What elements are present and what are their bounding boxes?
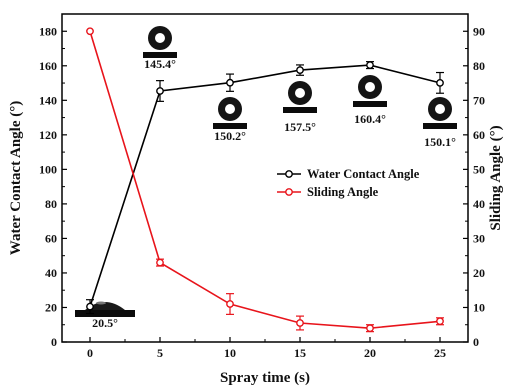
data-point-sliding-angle <box>366 324 374 333</box>
left-y-tick-label: 20 <box>45 300 57 314</box>
droplet-angle-label: 160.4° <box>354 112 386 126</box>
droplet-highlight <box>435 104 445 114</box>
legend-marker-sliding-angle <box>285 188 293 196</box>
data-point-sliding-angle <box>436 317 444 326</box>
left-y-tick-label: 140 <box>39 93 57 107</box>
substrate <box>75 310 135 317</box>
droplet-annotation: 145.4° <box>143 26 177 71</box>
left-y-axis-title: Water Contact Angle (°) <box>8 101 24 255</box>
substrate <box>423 123 457 129</box>
droplet-highlight <box>155 33 165 43</box>
droplet-angle-label: 150.1° <box>424 135 456 149</box>
series-water-contact-angle <box>86 61 444 315</box>
droplet-angle-label: 157.5° <box>284 120 316 134</box>
right-y-tick-label: 20 <box>473 266 485 280</box>
x-tick-label: 0 <box>87 346 93 360</box>
droplet-annotations: 20.5° 145.4° 150.2° 157.5° 160.4° 150.1° <box>75 26 457 330</box>
left-y-tick-label: 120 <box>39 128 57 142</box>
right-y-tick-label: 40 <box>473 197 485 211</box>
data-point-sliding-angle <box>86 27 94 36</box>
substrate <box>143 52 177 58</box>
droplet-highlight <box>225 104 235 114</box>
droplet-annotation: 157.5° <box>283 81 317 134</box>
right-y-tick-label: 0 <box>473 335 479 349</box>
legend-marker-water-contact-angle <box>285 170 293 178</box>
series-line-sliding-angle <box>89 31 441 329</box>
data-point-water-contact-angle <box>226 78 234 87</box>
x-tick-label: 10 <box>224 346 236 360</box>
legend-label-water-contact-angle: Water Contact Angle <box>307 167 420 181</box>
x-tick-label: 25 <box>434 346 446 360</box>
right-y-tick-label: 70 <box>473 93 485 107</box>
series-layer <box>86 27 444 333</box>
legend-label-sliding-angle: Sliding Angle <box>307 185 379 199</box>
x-tick-label: 20 <box>364 346 376 360</box>
data-point-sliding-angle <box>296 319 304 327</box>
left-y-tick-label: 180 <box>39 24 57 38</box>
x-tick-label: 5 <box>157 346 163 360</box>
substrate <box>353 101 387 107</box>
right-y-tick-label: 90 <box>473 24 485 38</box>
droplet-highlight <box>96 301 106 305</box>
left-y-tick-label: 160 <box>39 59 57 73</box>
series-line-water-contact-angle <box>89 64 441 307</box>
substrate <box>213 123 247 129</box>
droplet-annotation: 160.4° <box>353 75 387 126</box>
droplet-angle-label: 20.5° <box>92 316 118 330</box>
data-point-water-contact-angle <box>436 78 444 87</box>
data-point-sliding-angle <box>226 300 234 308</box>
series-sliding-angle <box>86 27 444 333</box>
left-y-tick-label: 0 <box>51 335 57 349</box>
right-y-axis-title: Sliding Angle (°) <box>488 125 504 230</box>
droplet-angle-label: 145.4° <box>144 57 176 71</box>
right-y-tick-label: 50 <box>473 162 485 176</box>
x-axis-title: Spray time (s) <box>220 370 310 386</box>
x-tick-label: 15 <box>294 346 306 360</box>
right-y-tick-label: 30 <box>473 231 485 245</box>
right-y-tick-label: 60 <box>473 128 485 142</box>
data-point-water-contact-angle <box>86 302 94 311</box>
right-y-tick-label: 10 <box>473 300 485 314</box>
droplet-annotation: 20.5° <box>75 301 135 330</box>
droplet-highlight <box>295 88 305 98</box>
data-point-water-contact-angle <box>156 87 164 95</box>
droplet-highlight <box>365 82 375 92</box>
water-droplet-icon <box>85 302 125 310</box>
legend-item-sliding-angle: Sliding Angle <box>277 185 379 199</box>
left-y-tick-label: 60 <box>45 231 57 245</box>
left-y-tick-label: 40 <box>45 266 57 280</box>
legend: Water Contact Angle Sliding Angle <box>277 167 420 199</box>
data-point-sliding-angle <box>156 258 164 267</box>
right-y-tick-label: 80 <box>473 59 485 73</box>
left-y-tick-label: 100 <box>39 162 57 176</box>
droplet-angle-label: 150.2° <box>214 129 246 143</box>
droplet-annotation: 150.1° <box>423 97 457 149</box>
left-y-tick-label: 80 <box>45 197 57 211</box>
axis-ticks: 0 5 10 15 20 25 0 20 40 60 80 100 120 140 160 180 0 10 20 3… <box>39 24 485 360</box>
data-point-water-contact-angle <box>296 66 304 75</box>
data-point-water-contact-angle <box>366 61 374 69</box>
substrate <box>283 107 317 113</box>
droplet-annotation: 150.2° <box>213 97 247 143</box>
legend-item-water-contact-angle: Water Contact Angle <box>277 167 420 181</box>
